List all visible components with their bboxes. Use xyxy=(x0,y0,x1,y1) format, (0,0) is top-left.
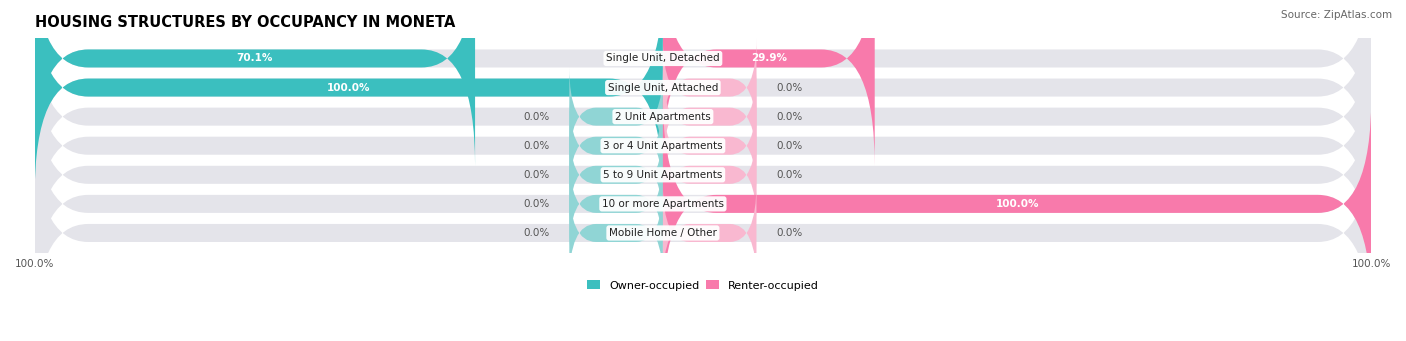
FancyBboxPatch shape xyxy=(662,68,756,166)
FancyBboxPatch shape xyxy=(569,68,662,166)
FancyBboxPatch shape xyxy=(35,39,1371,253)
FancyBboxPatch shape xyxy=(662,125,756,224)
Text: 0.0%: 0.0% xyxy=(776,112,803,122)
Text: 2 Unit Apartments: 2 Unit Apartments xyxy=(614,112,711,122)
Text: 100.0%: 100.0% xyxy=(995,199,1039,209)
FancyBboxPatch shape xyxy=(662,97,1371,311)
FancyBboxPatch shape xyxy=(35,97,1371,311)
Text: 100.0%: 100.0% xyxy=(328,83,371,92)
Text: 70.1%: 70.1% xyxy=(236,54,273,63)
Text: Source: ZipAtlas.com: Source: ZipAtlas.com xyxy=(1281,10,1392,20)
Text: 0.0%: 0.0% xyxy=(523,199,550,209)
Text: Mobile Home / Other: Mobile Home / Other xyxy=(609,228,717,238)
FancyBboxPatch shape xyxy=(35,68,1371,282)
Text: 0.0%: 0.0% xyxy=(776,228,803,238)
Text: 0.0%: 0.0% xyxy=(776,83,803,92)
FancyBboxPatch shape xyxy=(569,155,662,253)
FancyBboxPatch shape xyxy=(569,125,662,224)
FancyBboxPatch shape xyxy=(35,0,475,166)
Text: HOUSING STRUCTURES BY OCCUPANCY IN MONETA: HOUSING STRUCTURES BY OCCUPANCY IN MONET… xyxy=(35,15,456,30)
Text: 29.9%: 29.9% xyxy=(751,54,787,63)
Text: 0.0%: 0.0% xyxy=(523,228,550,238)
FancyBboxPatch shape xyxy=(662,97,756,195)
FancyBboxPatch shape xyxy=(662,0,875,166)
FancyBboxPatch shape xyxy=(35,125,1371,340)
Legend: Owner-occupied, Renter-occupied: Owner-occupied, Renter-occupied xyxy=(582,276,824,295)
FancyBboxPatch shape xyxy=(662,184,756,282)
FancyBboxPatch shape xyxy=(35,0,1371,166)
Text: 0.0%: 0.0% xyxy=(776,141,803,151)
FancyBboxPatch shape xyxy=(35,0,662,195)
Text: 3 or 4 Unit Apartments: 3 or 4 Unit Apartments xyxy=(603,141,723,151)
Text: 0.0%: 0.0% xyxy=(523,141,550,151)
Text: 0.0%: 0.0% xyxy=(776,170,803,180)
Text: Single Unit, Detached: Single Unit, Detached xyxy=(606,54,720,63)
Text: 5 to 9 Unit Apartments: 5 to 9 Unit Apartments xyxy=(603,170,723,180)
FancyBboxPatch shape xyxy=(569,97,662,195)
Text: 0.0%: 0.0% xyxy=(523,170,550,180)
FancyBboxPatch shape xyxy=(35,9,1371,224)
Text: 0.0%: 0.0% xyxy=(523,112,550,122)
Text: Single Unit, Attached: Single Unit, Attached xyxy=(607,83,718,92)
Text: 10 or more Apartments: 10 or more Apartments xyxy=(602,199,724,209)
FancyBboxPatch shape xyxy=(35,0,1371,195)
FancyBboxPatch shape xyxy=(662,39,756,137)
FancyBboxPatch shape xyxy=(569,184,662,282)
